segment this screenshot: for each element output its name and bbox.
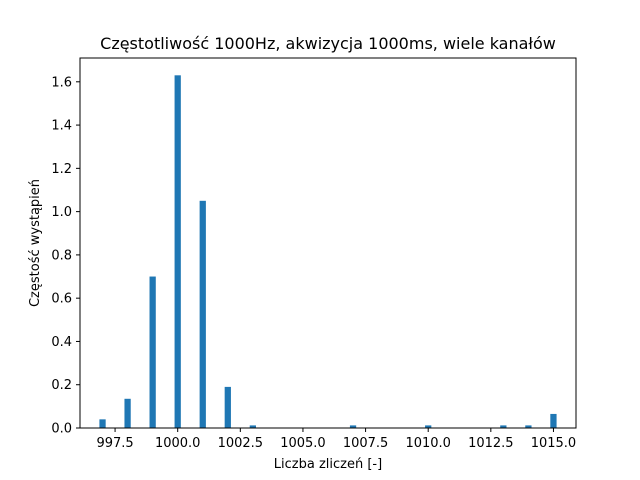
x-tick-label: 1005.0: [280, 436, 326, 451]
bar: [174, 75, 181, 428]
bar: [500, 425, 507, 428]
y-tick-label: 1.6: [51, 75, 72, 90]
x-tick-label: 997.5: [96, 436, 133, 451]
bar: [199, 200, 206, 428]
y-tick-label: 0.6: [51, 292, 72, 307]
plot-frame: [79, 57, 577, 429]
y-tick-label: 0.2: [51, 378, 72, 393]
y-tick-label: 0.4: [51, 335, 72, 350]
chart-title: Częstotliwość 1000Hz, akwizycja 1000ms, …: [100, 34, 556, 53]
x-tick-label: 1002.5: [218, 436, 264, 451]
bar: [550, 413, 557, 428]
y-tick-label: 0.0: [51, 422, 72, 437]
x-tick-label: 1000.0: [155, 436, 201, 451]
bar: [224, 386, 231, 428]
bar: [249, 425, 256, 428]
x-axis-label: Liczba zliczeń [-]: [274, 457, 382, 472]
bar: [99, 419, 106, 428]
bars-group: [99, 75, 557, 428]
y-tick-label: 0.8: [51, 248, 72, 263]
y-axis-label: Częstość wystąpień: [28, 179, 43, 307]
x-tick-label: 1007.5: [343, 436, 389, 451]
x-tick-label: 1015.0: [531, 436, 577, 451]
y-tick-label: 1.2: [51, 162, 72, 177]
y-axis-ticks: 0.0 0.2 0.4 0.6 0.8 1.0 1.2 1.4 1.6: [51, 75, 80, 437]
x-tick-label: 1012.5: [468, 436, 514, 451]
bar: [124, 398, 131, 428]
bar: [349, 425, 357, 428]
y-tick-label: 1.4: [51, 119, 72, 134]
x-axis-ticks: 997.5 1000.0 1002.5 1005.0 1007.5 1010.0 1012.…: [96, 428, 576, 451]
y-tick-label: 1.0: [51, 205, 72, 220]
bar: [525, 425, 532, 428]
bar: [149, 276, 156, 428]
bar: [425, 425, 432, 428]
x-tick-label: 1010.0: [405, 436, 451, 451]
